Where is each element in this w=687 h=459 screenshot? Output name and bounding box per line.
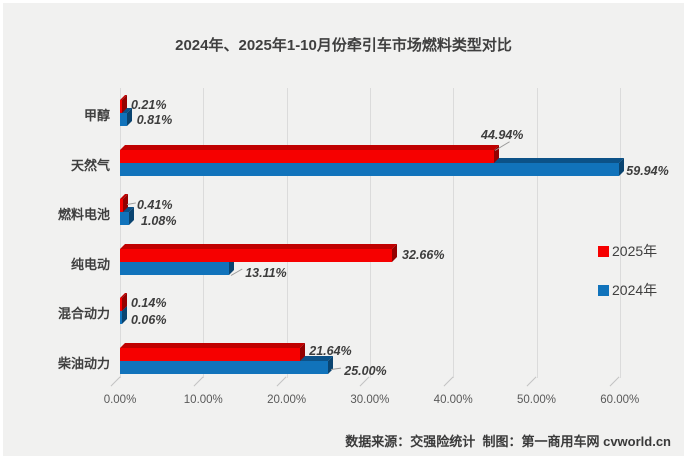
category-label: 柴油动力 — [57, 356, 110, 371]
category-label: 燃料电池 — [57, 207, 110, 222]
axis-tick-mark — [526, 376, 537, 387]
bar-2025-纯电动 — [120, 244, 398, 262]
legend: 2025年 2024年 — [598, 241, 657, 319]
footer-credits: 数据来源：交强险统计 制图：第一商用车网 cvworld.cn — [345, 434, 671, 449]
label-leader-line — [126, 202, 136, 205]
category-label: 天然气 — [70, 158, 110, 173]
value-label-2025: 0.14% — [131, 296, 167, 310]
bar-2024-燃料电池 — [120, 207, 134, 225]
gridline — [536, 88, 538, 378]
axis-tick-mark — [359, 376, 370, 387]
bar-2024-柴油动力 — [120, 356, 334, 374]
bar-2025-混合动力-face — [120, 298, 122, 311]
bar-2024-柴油动力-face — [328, 356, 334, 374]
value-label-2024: 0.06% — [131, 313, 167, 327]
gridline — [203, 88, 205, 378]
bar-2025-甲醇-face — [120, 100, 122, 113]
x-axis-tick-label: 40.00% — [433, 394, 473, 406]
bar-2025-柴油动力-face — [120, 343, 306, 348]
x-axis-tick-label: 30.00% — [350, 394, 390, 406]
axis-tick-mark — [110, 376, 120, 387]
axis-tick-mark — [443, 376, 454, 387]
bar-2025-天然气-face — [120, 150, 495, 163]
bar-2024-燃料电池-face — [128, 207, 134, 225]
gridline — [453, 88, 455, 378]
chart-panel: 2024年、2025年1-10月份牵引车市场燃料类型对比 0.00% 10.00%… — [3, 3, 684, 456]
value-label-2025: 44.94% — [481, 128, 524, 142]
bar-2024-燃料电池-face — [120, 212, 129, 225]
category-label: 甲醇 — [83, 108, 110, 123]
x-axis-tick-label: 60.00% — [600, 394, 640, 406]
bar-2024-纯电动-face — [120, 262, 230, 275]
value-label-2025: 21.64% — [309, 344, 352, 358]
value-label-2025: 0.21% — [131, 98, 167, 112]
bar-2025-甲醇 — [120, 95, 127, 113]
legend-swatch-2024年 — [598, 284, 609, 296]
bar-2024-柴油动力-face — [120, 361, 329, 374]
legend-item-2024年: 2024年 — [598, 280, 657, 300]
x-axis-tick-label: 50.00% — [516, 394, 556, 406]
value-label-2024: 0.81% — [136, 113, 173, 127]
legend-swatch-2025年 — [598, 245, 609, 257]
bar-2024-天然气-face — [120, 163, 620, 176]
bar-2025-天然气 — [120, 145, 500, 163]
axis-tick-mark — [276, 376, 287, 387]
bar-2024-甲醇-face — [120, 113, 127, 126]
category-label: 纯电动 — [70, 257, 110, 272]
bar-2025-柴油动力-face — [120, 348, 301, 361]
bar-2025-纯电动-face — [392, 244, 398, 262]
value-label-2024: 59.94% — [626, 164, 669, 178]
bar-2025-纯电动-face — [120, 244, 398, 249]
value-label-2025: 0.41% — [137, 198, 173, 212]
gridline — [369, 88, 371, 378]
value-label-2024: 13.11% — [245, 266, 287, 280]
gridline — [619, 88, 621, 378]
axis-tick-mark — [193, 376, 204, 387]
bar-2025-混合动力 — [120, 293, 127, 311]
x-axis-tick-label: 20.00% — [267, 394, 307, 406]
bar-2025-天然气-face — [120, 145, 500, 150]
label-leader-line — [331, 367, 342, 370]
category-label: 混合动力 — [57, 306, 110, 321]
bar-2025-燃料电池 — [120, 194, 129, 212]
bar-2024-混合动力 — [120, 306, 127, 324]
legend-item-2025年: 2025年 — [598, 241, 657, 261]
bar-2024-混合动力-face — [120, 311, 122, 324]
bar-2024-天然气 — [120, 158, 625, 176]
bar-2024-天然气-face — [619, 158, 625, 176]
x-axis-tick-label: 0.00% — [103, 394, 137, 406]
legend-label: 2024年 — [612, 282, 658, 298]
bar-2024-纯电动 — [120, 257, 235, 275]
value-label-2025: 32.66% — [402, 248, 445, 262]
gridline — [286, 88, 288, 378]
axis-tick-mark — [609, 376, 620, 387]
bar-2025-柴油动力 — [120, 343, 306, 361]
x-axis-tick-label: 10.00% — [183, 394, 223, 406]
bar-2025-纯电动-face — [120, 249, 393, 262]
value-label-2024: 1.08% — [141, 214, 177, 228]
chart-title: 2024年、2025年1-10月份牵引车市场燃料类型对比 — [175, 37, 512, 54]
bar-2024-甲醇 — [120, 108, 132, 126]
gridline — [120, 88, 121, 378]
legend-label: 2025年 — [612, 243, 658, 259]
bar-2025-燃料电池-face — [120, 199, 124, 212]
value-label-2024: 25.00% — [344, 364, 387, 378]
